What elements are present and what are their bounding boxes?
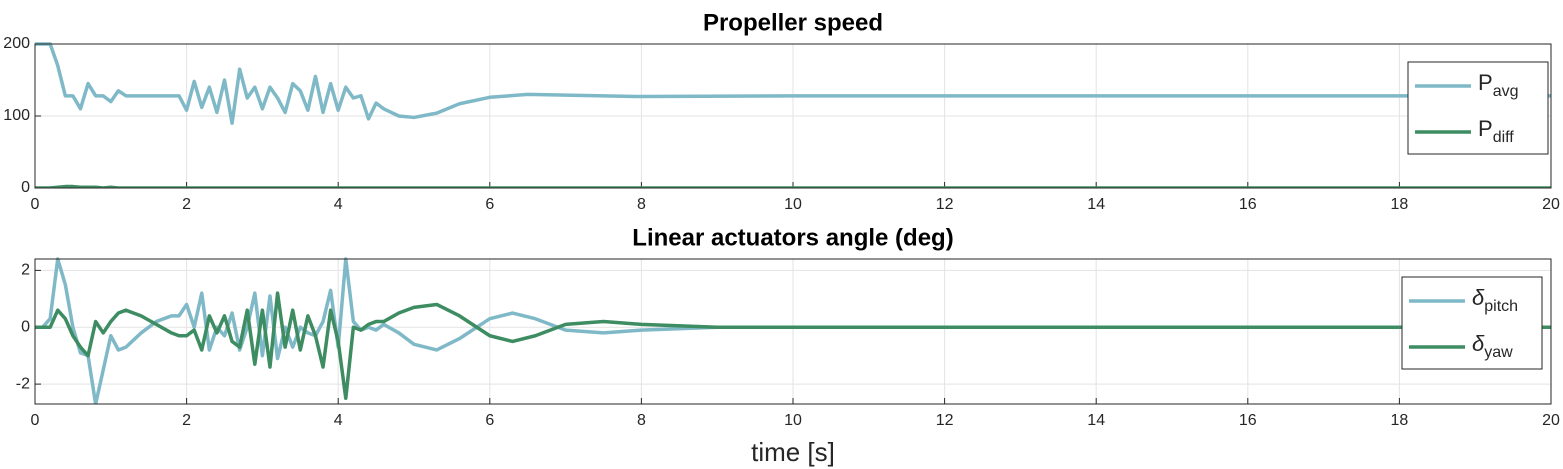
- x-tick-label: 2: [182, 412, 191, 429]
- x-tick-label: 0: [31, 412, 40, 429]
- legend-subscript: pitch: [1484, 298, 1518, 315]
- x-tick-label: 20: [1542, 196, 1560, 213]
- legend-subscript: yaw: [1484, 344, 1513, 361]
- x-tick-label: 12: [936, 196, 954, 213]
- x-tick-label: 8: [637, 412, 646, 429]
- legend-name: δ: [1472, 285, 1485, 310]
- chart-title: Propeller speed: [703, 9, 883, 36]
- legend-subscript: avg: [1493, 83, 1519, 100]
- legend-label: δpitch: [1472, 285, 1518, 315]
- x-tick-label: 12: [936, 412, 954, 429]
- legend-name: δ: [1472, 331, 1485, 356]
- y-tick-label: 2: [21, 262, 30, 279]
- legend-label: Pdiff: [1478, 116, 1514, 146]
- series-line: [35, 291, 1551, 401]
- x-tick-label: 10: [784, 412, 802, 429]
- axes-box: [34, 43, 1552, 189]
- x-tick-label: 4: [334, 196, 343, 213]
- axes-box: [34, 258, 1552, 405]
- legend-box: [1407, 61, 1549, 155]
- x-tick-label: 2: [182, 196, 191, 213]
- y-tick-label: 200: [3, 35, 30, 52]
- x-tick-label: 16: [1239, 412, 1257, 429]
- x-tick-label: 18: [1391, 412, 1409, 429]
- x-tick-label: 6: [485, 196, 494, 213]
- x-tick-label: 16: [1239, 196, 1257, 213]
- x-tick-label: 4: [334, 412, 343, 429]
- x-tick-label: 14: [1087, 412, 1105, 429]
- x-tick-label: 18: [1391, 196, 1409, 213]
- y-tick-label: -2: [16, 375, 30, 392]
- x-tick-label: 0: [31, 196, 40, 213]
- y-tick-label: 0: [21, 179, 30, 196]
- x-axis-label: time [s]: [751, 437, 835, 467]
- x-tick-label: 6: [485, 412, 494, 429]
- legend-subscript: diff: [1493, 129, 1515, 146]
- x-tick-label: 20: [1542, 412, 1560, 429]
- y-tick-label: 100: [3, 107, 30, 124]
- legend-box: [1401, 276, 1543, 370]
- legend-label: Pavg: [1478, 70, 1518, 100]
- x-tick-label: 10: [784, 196, 802, 213]
- series-line: [35, 42, 1551, 125]
- y-tick-label: 0: [21, 318, 30, 335]
- legend-label: δyaw: [1472, 331, 1513, 361]
- series-line: [35, 257, 1551, 404]
- x-tick-label: 8: [637, 196, 646, 213]
- legend-name: P: [1478, 70, 1493, 95]
- x-tick-label: 14: [1087, 196, 1105, 213]
- chart-title: Linear actuators angle (deg): [632, 224, 953, 251]
- legend-name: P: [1478, 116, 1493, 141]
